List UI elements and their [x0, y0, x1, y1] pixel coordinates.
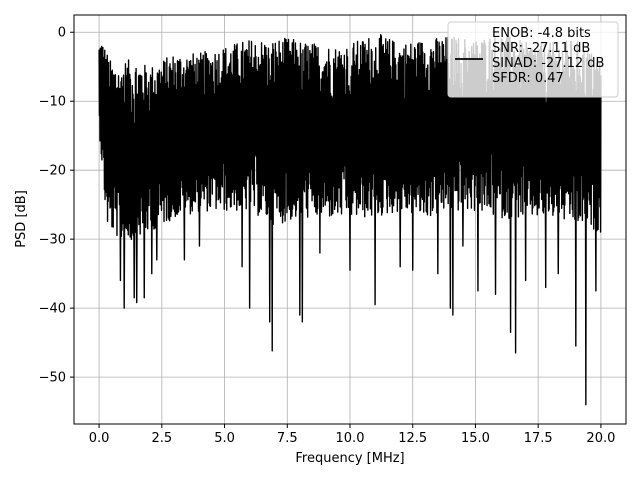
- x-tick-label: 5.0: [214, 431, 235, 446]
- x-tick-label: 0.0: [89, 431, 110, 446]
- y-tick-label: −40: [39, 302, 66, 317]
- psd-line: [98, 34, 602, 406]
- y-axis-ticks: 0 −10 −20 −30 −40 −50: [39, 26, 74, 386]
- x-tick-label: 2.5: [151, 431, 172, 446]
- y-tick-label: 0: [58, 26, 66, 41]
- x-tick-label: 12.5: [398, 431, 427, 446]
- y-tick-label: −10: [39, 95, 66, 110]
- x-tick-label: 7.5: [277, 431, 298, 446]
- x-axis-ticks: 0.0 2.5 5.0 7.5 10.0 12.5 15.0 17.5 20.0: [89, 424, 615, 446]
- y-axis-label: PSD [dB]: [14, 190, 29, 248]
- x-tick-label: 10.0: [336, 431, 365, 446]
- y-tick-label: −50: [39, 371, 66, 386]
- x-tick-label: 17.5: [524, 431, 553, 446]
- x-axis-label: Frequency [MHz]: [295, 451, 404, 466]
- legend-box: [447, 21, 619, 98]
- psd-series: [98, 34, 602, 406]
- y-tick-label: −20: [39, 164, 66, 179]
- x-tick-label: 15.0: [461, 431, 490, 446]
- legend: ENOB: -4.8 bits SNR: -27.11 dB SINAD: -27.…: [447, 21, 619, 98]
- legend-entry-label: ENOB: -4.8 bits SNR: -27.11 dB SINAD: -27.…: [492, 26, 604, 86]
- y-tick-label: −30: [39, 233, 66, 248]
- x-tick-label: 20.0: [586, 431, 615, 446]
